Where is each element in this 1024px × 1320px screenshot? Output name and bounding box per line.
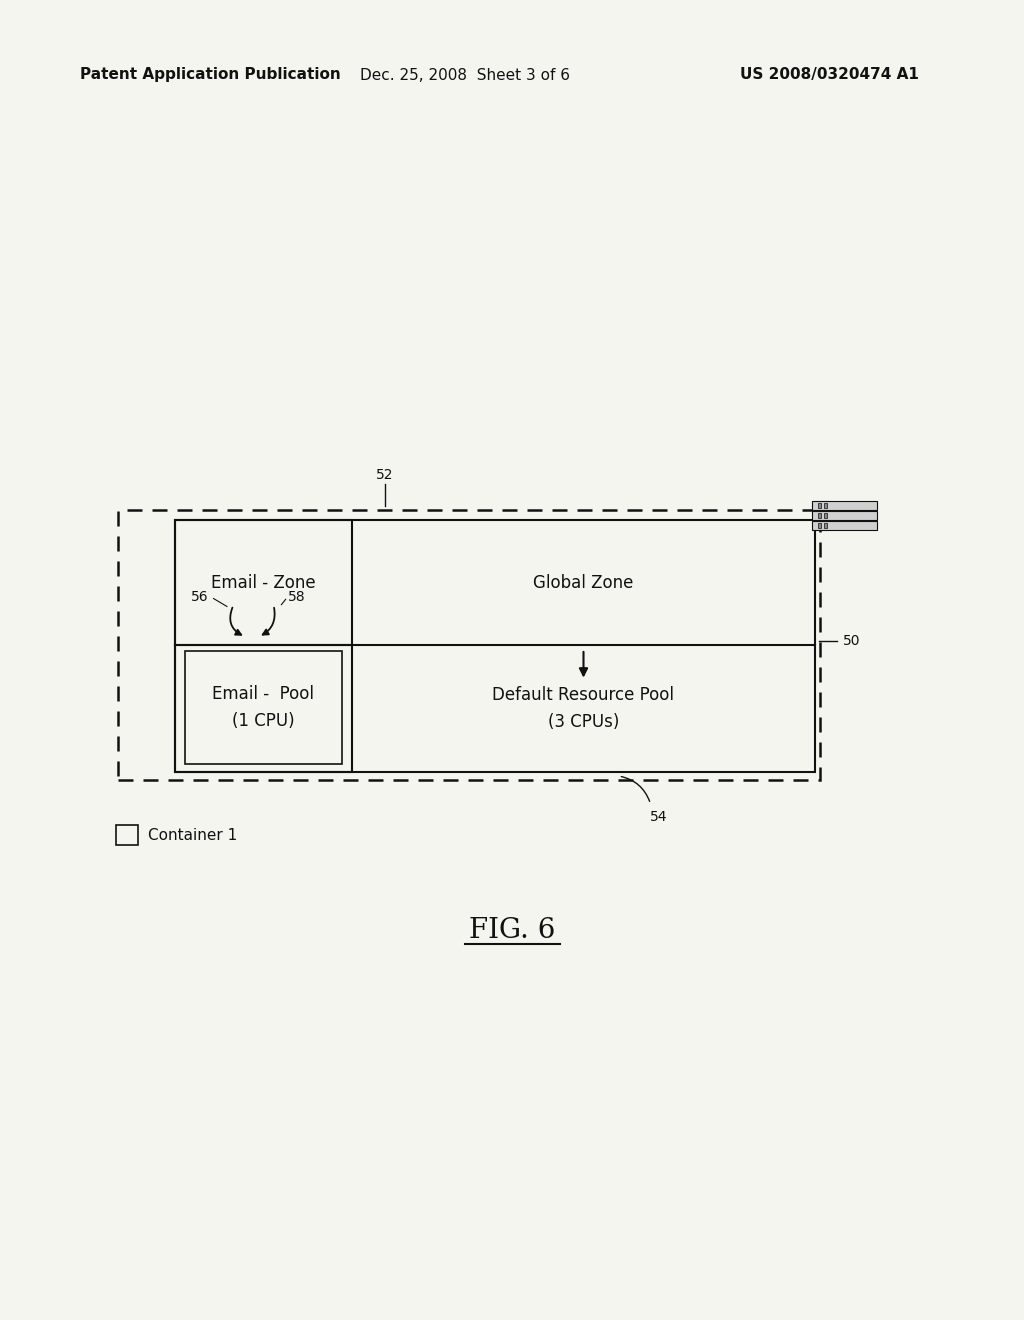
- Bar: [812, 511, 877, 520]
- Text: 58: 58: [288, 590, 305, 605]
- Text: 56: 56: [191, 590, 209, 605]
- Text: 50: 50: [843, 634, 860, 648]
- Text: FIG. 6: FIG. 6: [469, 916, 555, 944]
- Bar: [818, 523, 821, 528]
- Text: Global Zone: Global Zone: [534, 573, 634, 591]
- Bar: [175, 520, 352, 772]
- Text: 54: 54: [650, 810, 668, 824]
- Bar: [812, 521, 877, 531]
- Text: Patent Application Publication: Patent Application Publication: [80, 67, 341, 82]
- Text: US 2008/0320474 A1: US 2008/0320474 A1: [740, 67, 919, 82]
- Bar: [818, 503, 821, 508]
- Text: Dec. 25, 2008  Sheet 3 of 6: Dec. 25, 2008 Sheet 3 of 6: [360, 67, 570, 82]
- Text: Default Resource Pool
(3 CPUs): Default Resource Pool (3 CPUs): [493, 686, 675, 731]
- Bar: [116, 825, 138, 845]
- Bar: [812, 502, 877, 510]
- Text: Container 1: Container 1: [148, 828, 238, 842]
- Bar: [818, 513, 821, 517]
- Text: Email - Zone: Email - Zone: [211, 573, 315, 591]
- Bar: [118, 510, 820, 780]
- Bar: [824, 513, 827, 517]
- Text: 52: 52: [376, 469, 393, 482]
- Bar: [824, 503, 827, 508]
- Bar: [185, 651, 342, 764]
- Text: Email -  Pool
(1 CPU): Email - Pool (1 CPU): [213, 685, 314, 730]
- Bar: [824, 523, 827, 528]
- Bar: [175, 520, 815, 772]
